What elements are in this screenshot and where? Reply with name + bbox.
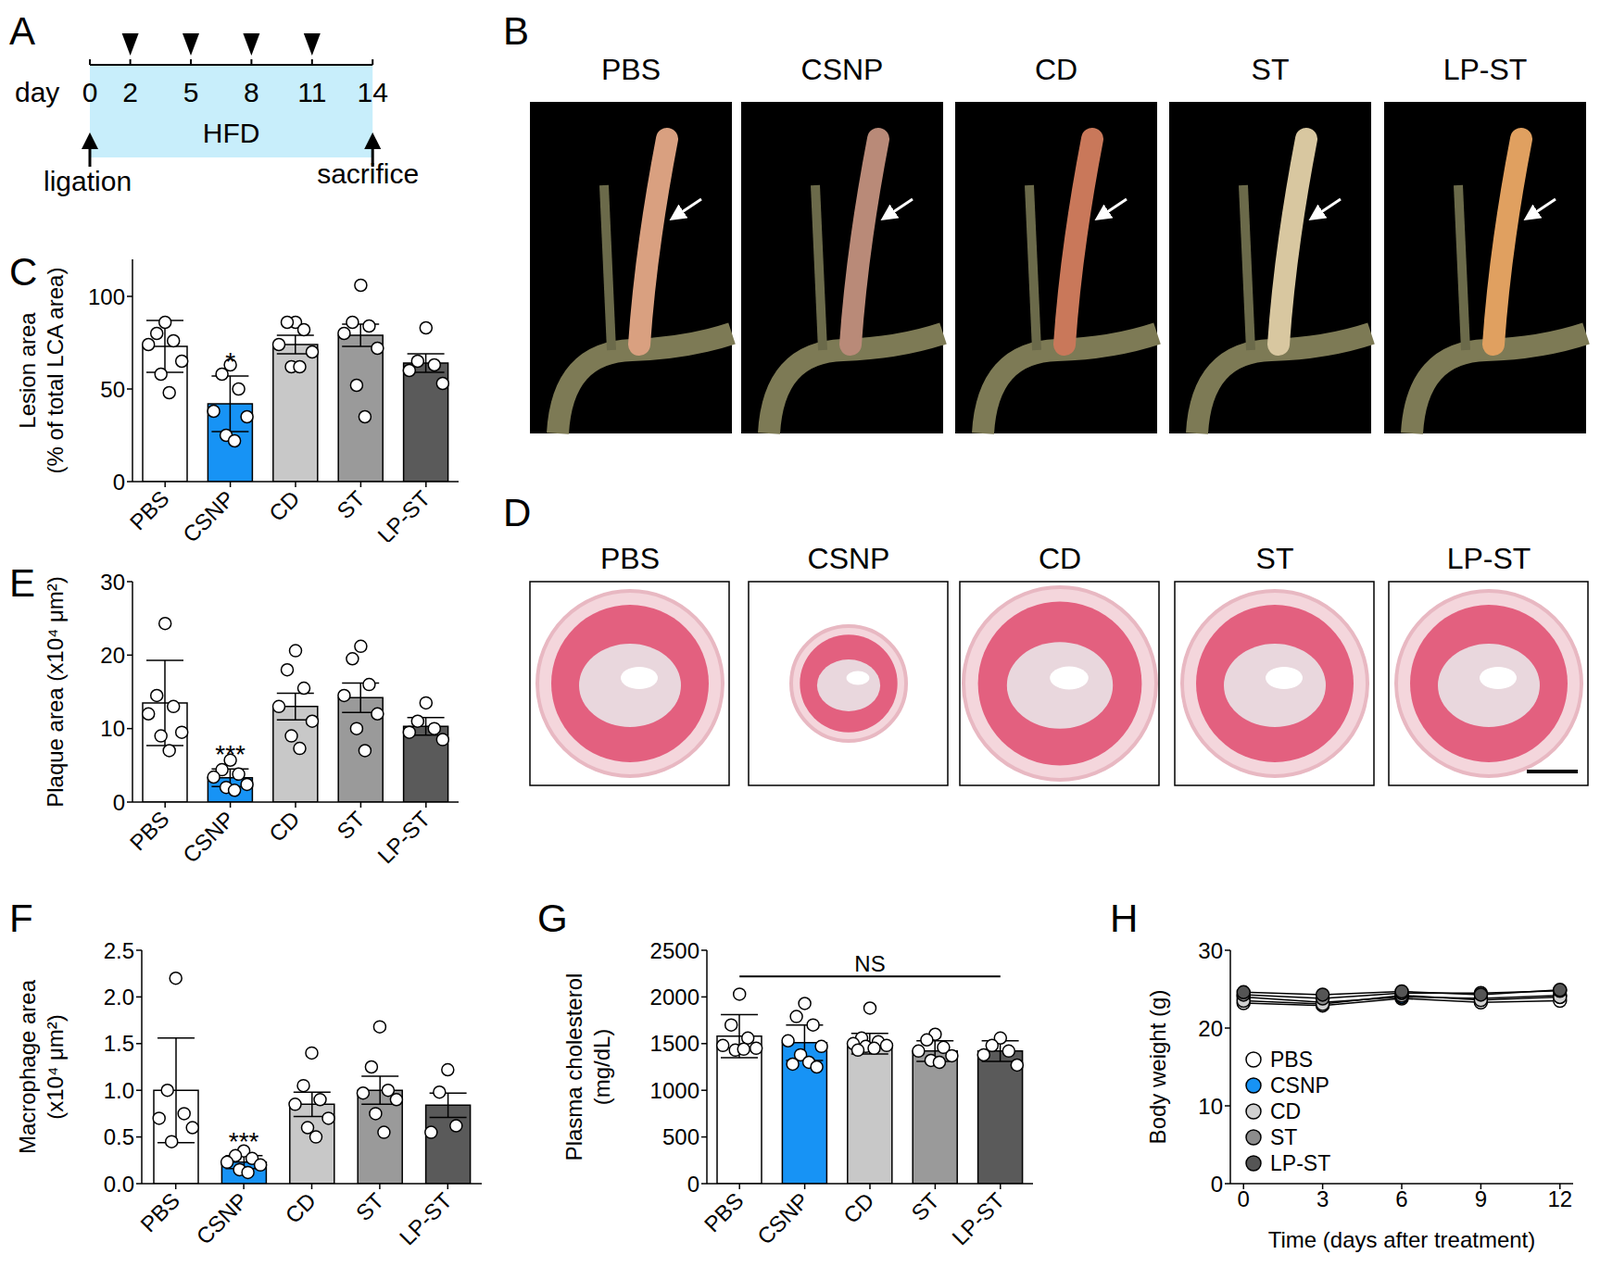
svg-text:0: 0	[82, 76, 99, 108]
svg-text:CD: CD	[1270, 1099, 1301, 1124]
svg-text:100: 100	[88, 284, 126, 310]
svg-text:11: 11	[297, 76, 327, 108]
svg-text:sacrifice: sacrifice	[316, 158, 419, 189]
svg-text:PBS: PBS	[600, 541, 660, 576]
svg-text:3: 3	[1316, 1186, 1329, 1212]
svg-text:ST: ST	[331, 806, 370, 845]
svg-text:8: 8	[243, 76, 260, 108]
svg-text:ST: ST	[1270, 1125, 1298, 1150]
svg-text:ST: ST	[351, 1187, 390, 1226]
svg-text:CSNP: CSNP	[177, 485, 240, 542]
svg-text:2.0: 2.0	[103, 984, 135, 1010]
svg-text:PBS: PBS	[1270, 1047, 1313, 1072]
svg-text:ST: ST	[1251, 52, 1290, 87]
svg-text:10: 10	[1197, 1094, 1223, 1120]
svg-text:CD: CD	[838, 1187, 880, 1229]
svg-text:20: 20	[1197, 1016, 1223, 1042]
svg-text:*: *	[225, 347, 236, 377]
svg-text:CSNP: CSNP	[190, 1187, 252, 1249]
svg-text:1500: 1500	[650, 1031, 700, 1057]
svg-text:***: ***	[228, 1127, 260, 1157]
svg-text:50: 50	[100, 377, 126, 403]
svg-text:CD: CD	[279, 1187, 321, 1229]
svg-text:0: 0	[113, 469, 126, 495]
svg-text:1.5: 1.5	[103, 1031, 135, 1057]
svg-text:Body weight (g): Body weight (g)	[1145, 990, 1171, 1146]
svg-text:CD: CD	[264, 806, 305, 847]
svg-text:CD: CD	[1034, 52, 1078, 87]
svg-text:LP-ST: LP-ST	[1443, 52, 1528, 87]
svg-text:CD: CD	[264, 485, 305, 527]
svg-text:C: C	[9, 250, 38, 294]
svg-text:Plaque area (x10⁴ μm²): Plaque area (x10⁴ μm²)	[42, 576, 68, 808]
svg-text:500: 500	[662, 1124, 700, 1150]
svg-text:Lesion area: Lesion area	[14, 312, 40, 429]
svg-text:LP-ST: LP-ST	[372, 806, 435, 868]
svg-text:A: A	[9, 9, 36, 53]
svg-text:0.5: 0.5	[103, 1124, 135, 1150]
svg-text:30: 30	[1197, 938, 1223, 964]
svg-text:PBS: PBS	[601, 52, 661, 87]
svg-text:B: B	[503, 9, 530, 53]
svg-text:1.0: 1.0	[103, 1078, 135, 1104]
svg-text:CSNP: CSNP	[752, 1187, 814, 1249]
svg-text:0.0: 0.0	[103, 1171, 135, 1197]
svg-text:9: 9	[1474, 1186, 1487, 1212]
svg-text:PBS: PBS	[135, 1187, 185, 1237]
svg-text:E: E	[9, 561, 36, 605]
svg-text:ST: ST	[906, 1187, 945, 1226]
svg-text:(mg/dL): (mg/dL)	[589, 1029, 615, 1107]
svg-text:CSNP: CSNP	[807, 541, 891, 576]
svg-text:HFD: HFD	[202, 117, 261, 149]
svg-text:G: G	[537, 896, 568, 941]
svg-text:0: 0	[113, 790, 126, 816]
svg-text:day: day	[14, 76, 60, 108]
svg-text:PBS: PBS	[125, 485, 175, 535]
svg-text:LP-ST: LP-ST	[1270, 1151, 1331, 1176]
svg-text:0: 0	[687, 1171, 700, 1197]
svg-text:ST: ST	[331, 485, 370, 524]
svg-text:1000: 1000	[650, 1078, 700, 1104]
svg-text:D: D	[503, 491, 531, 535]
svg-text:LP-ST: LP-ST	[394, 1187, 457, 1250]
svg-text:30: 30	[100, 569, 126, 595]
svg-text:H: H	[1109, 896, 1138, 941]
svg-text:ST: ST	[1256, 541, 1295, 576]
svg-text:PBS: PBS	[699, 1187, 749, 1237]
svg-text:LP-ST: LP-ST	[946, 1187, 1009, 1250]
svg-text:Time (days after treatment): Time (days after treatment)	[1268, 1227, 1537, 1253]
svg-text:0: 0	[1210, 1171, 1223, 1197]
svg-text:***: ***	[214, 740, 246, 769]
svg-text:NS: NS	[854, 951, 885, 977]
svg-text:2.5: 2.5	[103, 938, 135, 964]
svg-text:20: 20	[100, 642, 126, 668]
svg-text:0: 0	[1237, 1186, 1250, 1212]
svg-text:CSNP: CSNP	[1270, 1073, 1330, 1098]
svg-text:2: 2	[122, 76, 139, 108]
svg-text:Plasma cholesterol: Plasma cholesterol	[561, 973, 587, 1162]
svg-text:(x10⁴ μm²): (x10⁴ μm²)	[42, 1014, 68, 1120]
svg-text:14: 14	[357, 76, 389, 108]
svg-text:CSNP: CSNP	[801, 52, 884, 87]
svg-text:ligation: ligation	[43, 165, 132, 197]
svg-text:(% of total LCA area): (% of total LCA area)	[42, 267, 68, 475]
svg-text:5: 5	[183, 76, 200, 108]
svg-text:PBS: PBS	[125, 806, 175, 856]
svg-text:10: 10	[100, 716, 126, 742]
svg-text:2000: 2000	[650, 984, 700, 1010]
svg-text:6: 6	[1395, 1186, 1408, 1212]
svg-text:CD: CD	[1038, 541, 1082, 576]
svg-text:F: F	[9, 896, 34, 941]
svg-text:LP-ST: LP-ST	[1447, 541, 1532, 576]
svg-text:CSNP: CSNP	[177, 806, 240, 868]
svg-text:12: 12	[1547, 1186, 1573, 1212]
svg-text:Macrophage area: Macrophage area	[14, 979, 40, 1155]
svg-text:2500: 2500	[650, 938, 700, 964]
svg-text:LP-ST: LP-ST	[372, 485, 435, 542]
